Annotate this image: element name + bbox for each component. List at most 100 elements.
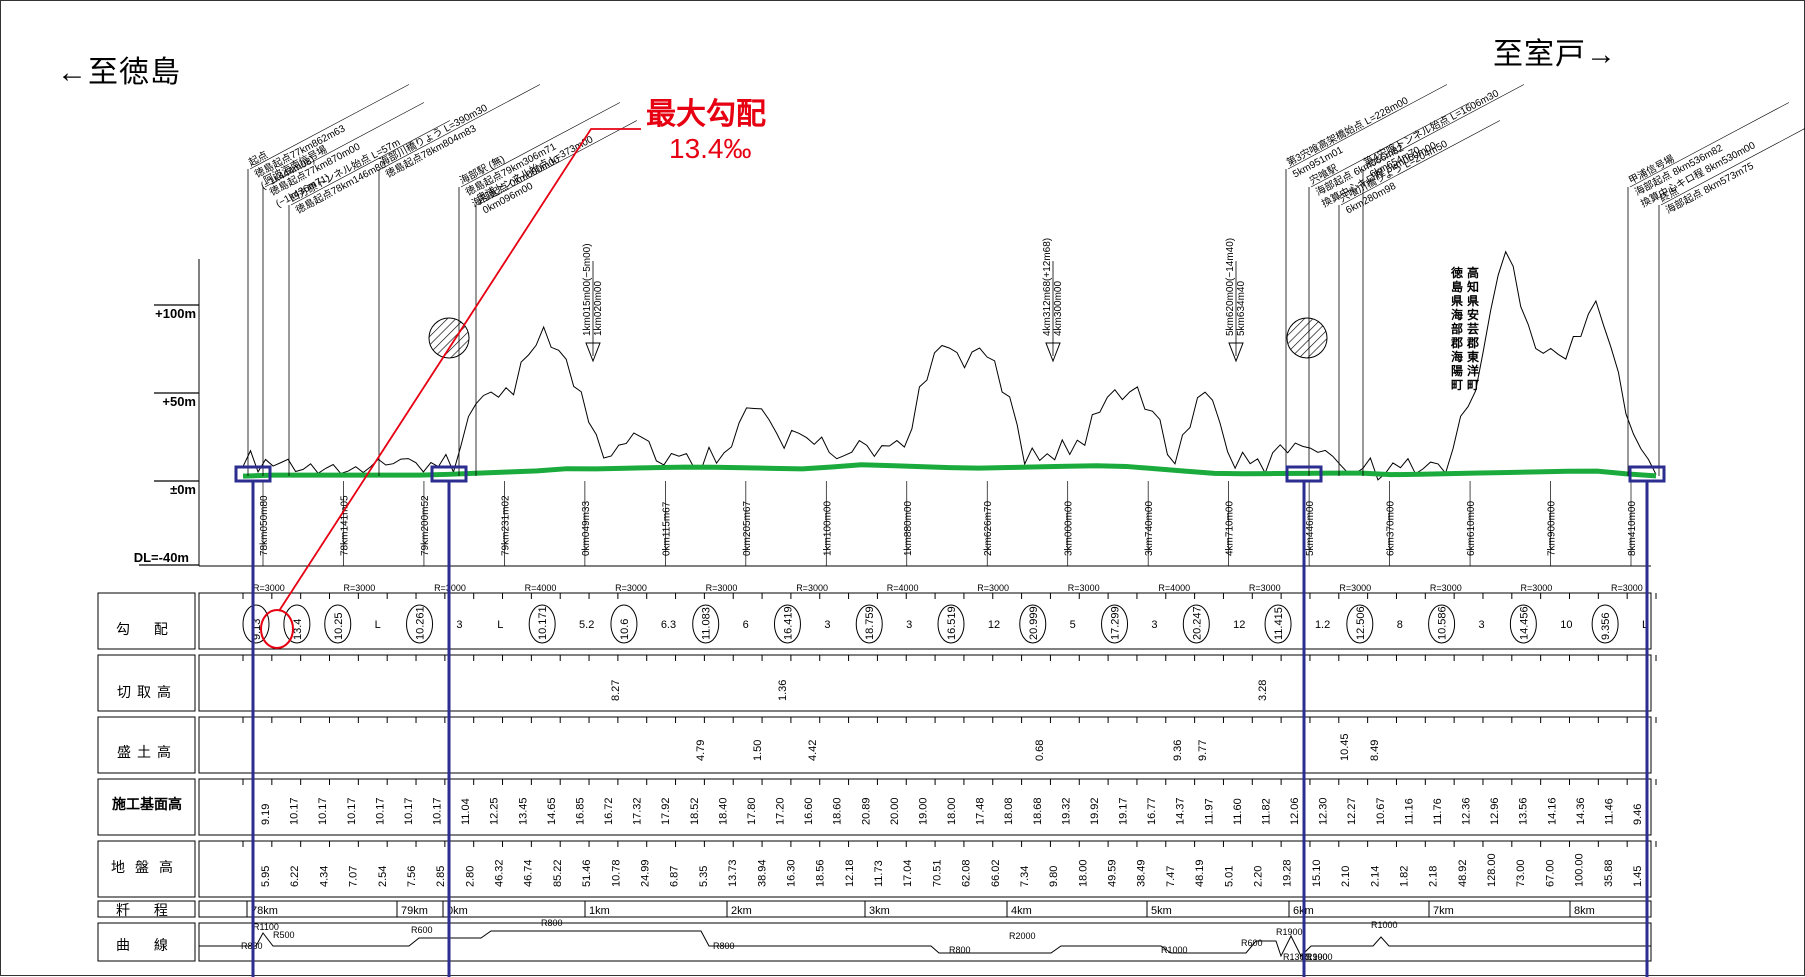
callout-title: 最大勾配 xyxy=(646,98,766,131)
formation-height: 12.96 xyxy=(1489,797,1501,825)
gradient-circle xyxy=(324,604,352,644)
curve-label: R800 xyxy=(713,941,735,951)
gradient-circle xyxy=(283,604,311,644)
landmark-rule xyxy=(380,84,541,170)
gradient-value: 10.586 xyxy=(1437,606,1449,640)
ground-height: 48.92 xyxy=(1457,859,1469,887)
curve-label: R600 xyxy=(411,925,433,935)
gradient-circle xyxy=(773,604,801,644)
station-label: 0km049m33 xyxy=(581,501,592,556)
ground-height: 2.54 xyxy=(377,866,389,887)
tunnel-symbol xyxy=(428,317,470,359)
vertical-curve-radius: R=3000 xyxy=(977,583,1009,593)
gradient-value: 1.2 xyxy=(1315,619,1330,631)
gradient-value: 10.261 xyxy=(415,606,427,640)
gradient-circle xyxy=(1264,604,1292,644)
station-label: 79km231m02 xyxy=(500,495,511,556)
chainage-label: 78km xyxy=(251,905,278,917)
vertical-curve-radius: R=3000 xyxy=(1430,583,1462,593)
fill-height: 10.45 xyxy=(1339,733,1351,761)
station-label: 3km000m00 xyxy=(1064,501,1075,556)
ground-height: 4.34 xyxy=(318,866,330,887)
gradient-circle xyxy=(528,604,556,644)
formation-height: 20.89 xyxy=(860,797,872,825)
landmark-rule xyxy=(264,102,425,188)
gradient-change-arrow xyxy=(585,342,601,363)
prefecture-char: 海 xyxy=(1451,307,1463,322)
formation-line xyxy=(242,462,1657,479)
gradient-value: 12 xyxy=(1233,619,1245,631)
cut-height: 1.36 xyxy=(777,680,789,701)
station-label: 0km205m67 xyxy=(742,501,753,556)
chainage-label: 7km xyxy=(1433,905,1454,917)
row-body-curve xyxy=(198,922,1652,962)
landmark-rule xyxy=(1364,84,1525,170)
fill-height: 4.42 xyxy=(807,740,819,761)
vertical-curve-radius: R=3000 xyxy=(1068,583,1100,593)
prefecture-char: 部 xyxy=(1451,321,1463,336)
row-label-chainage: 粁 程 xyxy=(116,902,178,918)
prefecture-char: 芸 xyxy=(1467,321,1479,336)
ground-height: 1.45 xyxy=(1632,866,1644,887)
station-label: 78km141m05 xyxy=(339,495,350,556)
landmark-rule xyxy=(1660,120,1805,206)
table-grid xyxy=(97,259,1657,962)
gradient-value: 14.456 xyxy=(1518,606,1530,640)
prefecture-char: 安 xyxy=(1467,307,1479,322)
formation-height: 11.76 xyxy=(1432,798,1444,825)
chainage-label: 4km xyxy=(1011,905,1032,917)
vertical-curve-radius: R=4000 xyxy=(887,583,919,593)
ground-height: 38.49 xyxy=(1136,859,1148,887)
ground-height: 62.08 xyxy=(961,859,973,887)
gradient-change-sub: 5km634m40 xyxy=(1236,281,1247,336)
prefecture-char: 県 xyxy=(1467,294,1479,308)
gradient-circle xyxy=(242,604,270,644)
gradient-change-label: 4km312m68(+12m68) xyxy=(1042,238,1053,336)
ground-height: 7.47 xyxy=(1165,866,1177,887)
gradient-change-arrow xyxy=(1045,342,1061,363)
elevation-label-datum: DL=-40m xyxy=(133,550,189,565)
formation-height: 12.25 xyxy=(489,797,501,825)
ground-height: 12.18 xyxy=(844,859,856,887)
ground-height: 2.10 xyxy=(1340,866,1352,887)
station-label: 78km050m80 xyxy=(259,495,270,556)
station-label: 8km410m00 xyxy=(1627,501,1638,556)
ground-profile-line xyxy=(242,250,1657,481)
gradient-value: 12 xyxy=(988,619,1000,631)
ground-height: 128.00 xyxy=(1486,853,1498,887)
landmark-rule xyxy=(249,84,410,170)
ground-height: 7.56 xyxy=(406,866,418,887)
formation-height: 19.32 xyxy=(1060,797,1072,825)
gradient-circle xyxy=(406,604,434,644)
gradient-value: 10.25 xyxy=(333,612,345,640)
formation-height: 12.30 xyxy=(1318,797,1330,825)
chainage-label: 0km xyxy=(447,905,468,917)
landmark-rule xyxy=(1340,120,1501,206)
curve-label: R1000 xyxy=(1371,920,1398,930)
gradient-value: 6.3 xyxy=(661,619,676,631)
prefecture-char: 町 xyxy=(1451,378,1463,392)
chainage-label: 8km xyxy=(1574,905,1595,917)
landmark-rule xyxy=(1310,102,1471,188)
vertical-curve-radius: R=3000 xyxy=(1339,583,1371,593)
formation-height: 17.48 xyxy=(975,797,987,825)
landmark-rule xyxy=(1287,84,1448,170)
curve-label: R1900 xyxy=(1276,927,1303,937)
formation-height: 14.37 xyxy=(1175,797,1187,825)
gradient-circle xyxy=(1509,604,1537,644)
station-label: 4km710m00 xyxy=(1225,501,1236,556)
formation-height: 18.40 xyxy=(717,797,729,825)
station-label: 6km370m00 xyxy=(1386,501,1397,556)
gradient-value: 10.6 xyxy=(619,619,631,640)
gradient-value: 6 xyxy=(743,619,749,631)
ground-height: 17.04 xyxy=(902,859,914,887)
gradient-circle xyxy=(855,604,883,644)
gradient-value: 5 xyxy=(1070,619,1076,631)
ground-height: 19.28 xyxy=(1282,859,1294,887)
vertical-curve-radius: R=3000 xyxy=(706,583,738,593)
elevation-label-100: +100m xyxy=(155,306,196,321)
ground-height: 85.22 xyxy=(552,859,564,887)
prefecture-char: 島 xyxy=(1451,279,1463,294)
gradient-value: 5.2 xyxy=(579,619,594,631)
